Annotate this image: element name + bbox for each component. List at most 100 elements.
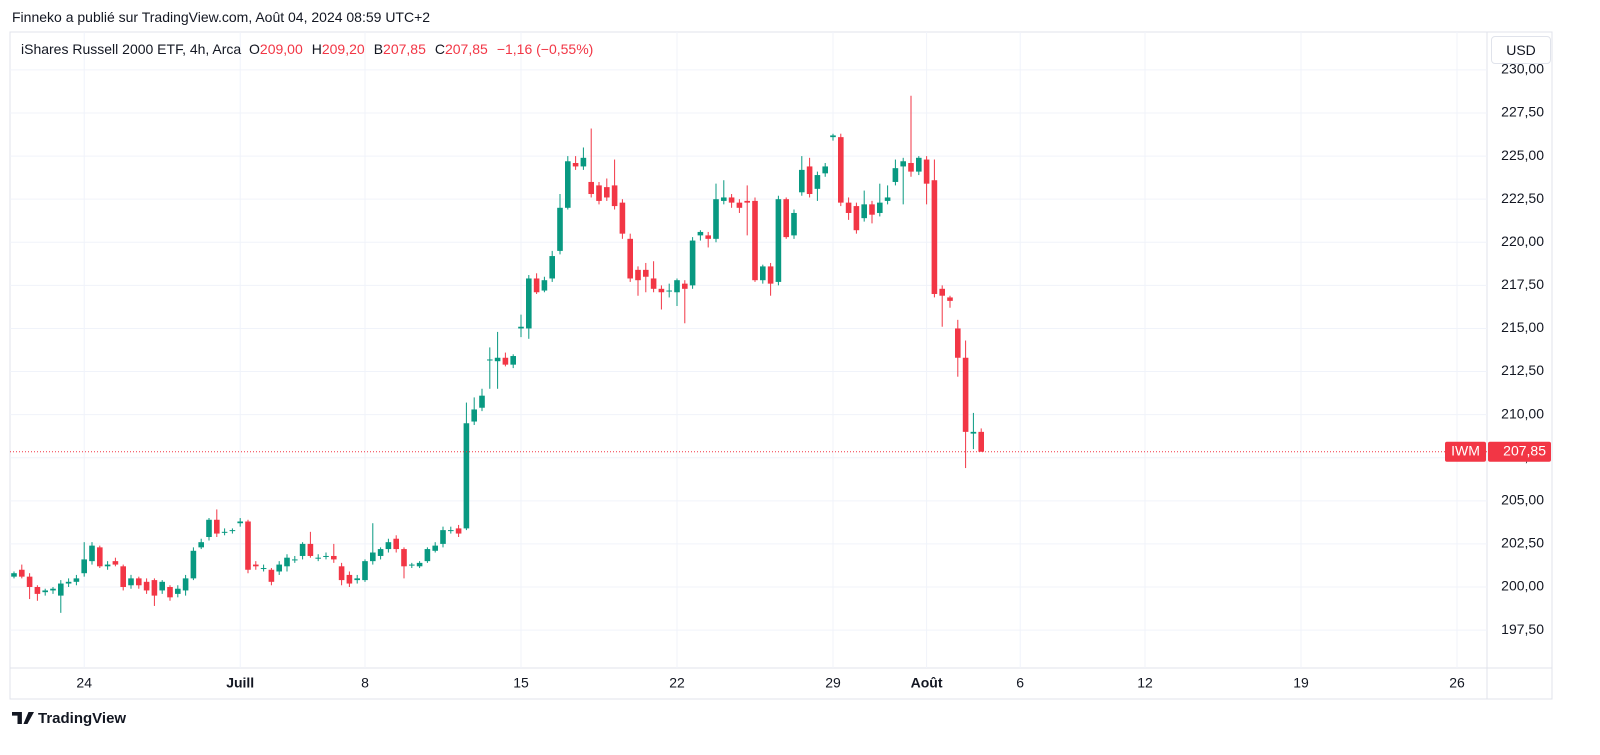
candle-body [845, 202, 852, 213]
candle-body [830, 135, 836, 138]
axes: 197,50200,00202,50205,00207,50210,00212,… [76, 61, 1551, 691]
x-tick-label: 26 [1449, 675, 1465, 691]
candle-body [89, 545, 95, 562]
candle-body [19, 569, 25, 577]
candle-body [814, 175, 821, 189]
candle-body [455, 528, 462, 534]
candle-body [970, 431, 977, 434]
brand-text: TradingView [38, 710, 127, 727]
x-tick-label: 15 [513, 675, 529, 691]
x-tick-label: 29 [825, 675, 841, 691]
candle-body [744, 200, 750, 203]
candle-body [931, 180, 938, 294]
candle-body [697, 231, 704, 236]
y-tick-label: 217,50 [1501, 276, 1544, 292]
candle-body [596, 185, 602, 201]
candle-body [229, 530, 236, 532]
y-tick-label: 227,50 [1501, 104, 1544, 120]
candle-body [206, 519, 212, 538]
candle-body [346, 574, 353, 584]
candle-body [611, 185, 618, 207]
candle-body [892, 168, 899, 182]
candle-body [822, 166, 828, 174]
candle-body [50, 588, 56, 591]
candle-body [362, 561, 368, 581]
x-tick-label: 22 [669, 675, 685, 691]
candle-body [783, 199, 789, 238]
candle-body [432, 545, 438, 551]
candle-body [619, 202, 626, 234]
candle-body [323, 555, 329, 557]
candle-body [767, 266, 774, 284]
candle-body [97, 547, 103, 567]
candle-body [806, 166, 813, 195]
candle-body [136, 578, 142, 586]
candle-body [65, 581, 72, 584]
candle-body [799, 169, 805, 193]
candle-body [939, 288, 945, 296]
candle-body [268, 569, 275, 582]
candle-body [650, 278, 657, 289]
candle-body [736, 202, 743, 208]
candle-body [487, 359, 493, 361]
x-tick-label: Juill [226, 675, 254, 691]
candle-body [11, 573, 17, 577]
candle-body [409, 564, 415, 566]
candle-body [962, 357, 969, 432]
candle-body [34, 586, 41, 594]
candle-body [526, 278, 532, 329]
candle-body [307, 543, 314, 556]
candle-body [705, 235, 711, 239]
candle-body [370, 552, 376, 562]
candle-body [674, 280, 680, 293]
candle-body [440, 530, 446, 544]
x-tick-label: 19 [1293, 675, 1309, 691]
candle-body [182, 578, 189, 591]
candle-body [713, 199, 719, 239]
candle-body [198, 542, 204, 548]
candle-body [253, 564, 259, 567]
candle-body [853, 206, 860, 231]
candle-body [377, 549, 384, 556]
candle-body [214, 519, 220, 534]
ohlc-value: 207,85 [383, 41, 426, 57]
candle-body [448, 530, 454, 532]
candle-body [463, 423, 470, 529]
ohlc-key: B [373, 41, 384, 57]
candle-body [549, 256, 555, 279]
candle-body [588, 181, 594, 195]
candle-body [728, 197, 735, 203]
candle-body [237, 521, 243, 524]
ohlc-legend: iShares Russell 2000 ETF, 4h, Arca O209,… [21, 41, 602, 57]
price-tag-label: 207,85 [1503, 442, 1546, 458]
x-tick-label: Août [911, 675, 943, 691]
y-tick-label: 197,50 [1501, 621, 1544, 637]
currency-button[interactable]: USD [1491, 36, 1551, 64]
candle-body [479, 395, 485, 408]
symbol-tag-label: IWM [1451, 442, 1480, 458]
candle-body [643, 269, 649, 277]
candle-body [572, 162, 579, 167]
x-tick-label: 8 [361, 675, 369, 691]
candle-body [565, 161, 571, 208]
candle-body [299, 543, 306, 556]
chart-frame [9, 31, 1553, 700]
candle-body [955, 328, 961, 358]
candle-body [284, 557, 290, 567]
ohlc-value: 209,00 [259, 41, 303, 57]
x-tick-label: 12 [1137, 675, 1153, 691]
candle-body [58, 583, 64, 596]
candle-body [877, 202, 883, 213]
candle-body [112, 561, 119, 565]
candle-body [143, 581, 150, 591]
candle-body [752, 200, 758, 281]
symbol-title: iShares Russell 2000 ETF, 4h, Arca [21, 41, 242, 57]
candle-body [151, 580, 158, 596]
x-tick-label: 24 [76, 675, 92, 691]
y-tick-label: 230,00 [1501, 61, 1544, 77]
candle-body [26, 576, 33, 587]
candle-body [869, 204, 875, 215]
candle-body [167, 586, 173, 598]
